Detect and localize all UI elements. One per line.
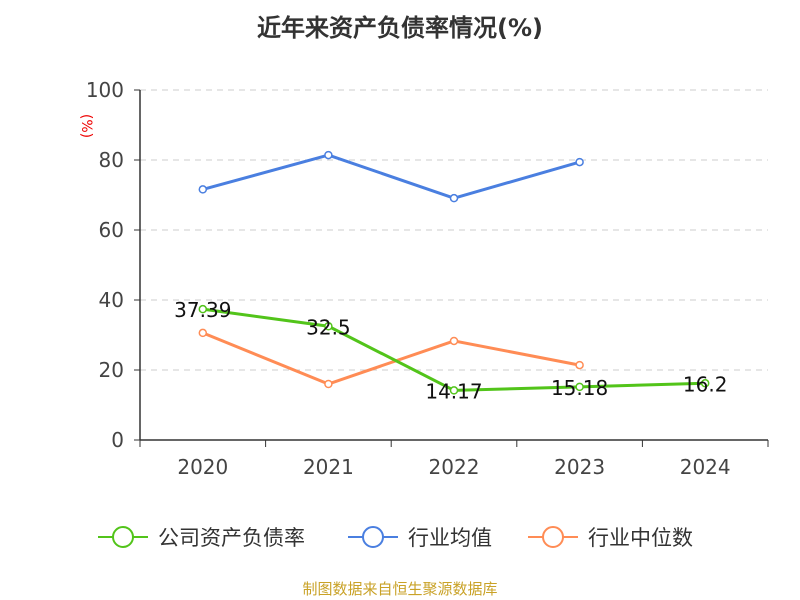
x-tick-label: 2024 <box>680 455 731 479</box>
y-tick-label: 80 <box>99 148 124 172</box>
source-footer: 制图数据来自恒生聚源数据库 <box>302 580 498 598</box>
y-tick-label: 100 <box>86 78 124 102</box>
data-label: 32.5 <box>306 315 351 339</box>
x-tick-label: 2021 <box>303 455 354 479</box>
series-line <box>202 307 706 392</box>
legend-label: 行业均值 <box>408 526 492 550</box>
data-point <box>324 322 333 331</box>
data-label: 16.2 <box>683 372 728 396</box>
data-point <box>575 382 584 392</box>
data-point <box>575 157 584 167</box>
legend-label: 行业中位数 <box>588 526 693 550</box>
x-tick-label: 2022 <box>429 455 480 479</box>
y-tick-label: 20 <box>99 358 124 382</box>
legend-marker <box>542 526 564 548</box>
data-point <box>449 193 459 203</box>
legend-marker <box>112 526 134 548</box>
y-tick-label: 40 <box>99 288 124 312</box>
data-point <box>575 360 584 370</box>
y-tick-label: 60 <box>99 218 124 242</box>
data-point <box>198 304 208 314</box>
data-point <box>449 386 459 395</box>
chart-title: 近年来资产负债率情况(%) <box>257 14 543 42</box>
data-label: 15.18 <box>551 376 608 400</box>
legend-label: 公司资产负债率 <box>158 526 305 550</box>
data-point <box>449 336 459 346</box>
data-point <box>324 150 333 160</box>
x-tick-label: 2023 <box>554 455 605 479</box>
y-tick-label: 0 <box>111 428 124 452</box>
data-label: 37.39 <box>174 298 231 322</box>
data-point <box>198 185 208 194</box>
data-point <box>324 379 333 389</box>
data-point <box>700 379 710 388</box>
y-axis-label: (%) <box>78 114 94 138</box>
legend-marker <box>362 526 384 548</box>
data-point <box>198 328 208 338</box>
series-line <box>202 331 580 386</box>
data-label: 14.17 <box>425 379 482 403</box>
series-line <box>202 153 581 200</box>
x-tick-label: 2020 <box>177 455 228 479</box>
